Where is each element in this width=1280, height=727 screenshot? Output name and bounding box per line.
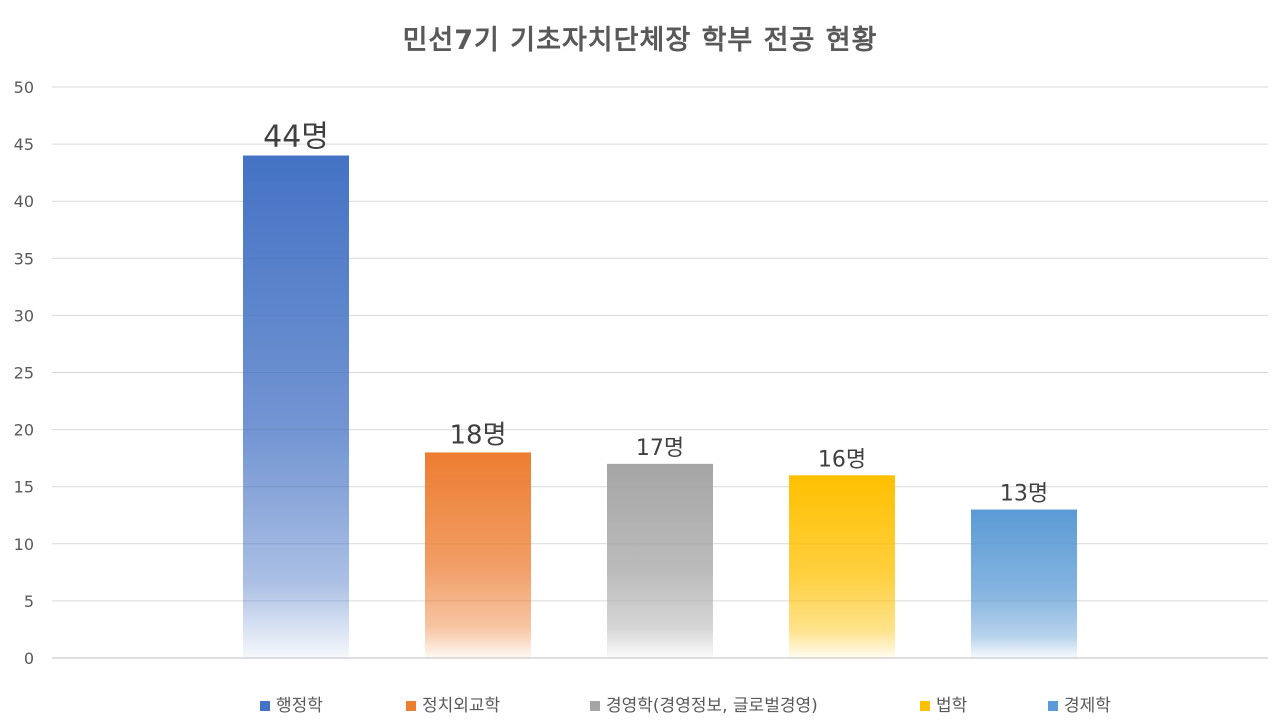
bar bbox=[789, 475, 895, 658]
legend-swatch bbox=[260, 701, 270, 711]
data-label: 17명 bbox=[636, 436, 684, 461]
legend-label: 경영학(경영정보, 글로벌경영) bbox=[606, 696, 818, 716]
bar bbox=[971, 509, 1077, 658]
legend-swatch bbox=[920, 701, 930, 711]
chart-title: 민선7기 기초자치단체장 학부 전공 현황 bbox=[402, 25, 878, 56]
y-tick-label: 30 bbox=[14, 306, 34, 325]
y-tick-label: 50 bbox=[14, 78, 34, 97]
legend-label: 정치외교학 bbox=[422, 696, 501, 716]
y-tick-label: 40 bbox=[14, 192, 34, 211]
bar bbox=[425, 452, 531, 658]
data-label: 44명 bbox=[263, 120, 329, 155]
y-tick-label: 35 bbox=[14, 249, 34, 268]
legend-label: 행정학 bbox=[276, 696, 323, 716]
legend-swatch bbox=[1048, 701, 1058, 711]
y-tick-label: 20 bbox=[14, 421, 34, 440]
y-tick-label: 5 bbox=[24, 592, 34, 611]
y-tick-label: 15 bbox=[14, 478, 34, 497]
y-tick-label: 25 bbox=[14, 364, 34, 383]
data-label: 16명 bbox=[818, 447, 866, 472]
bar bbox=[607, 463, 713, 658]
legend-swatch bbox=[590, 701, 600, 711]
legend-label: 경제학 bbox=[1064, 696, 1111, 716]
y-tick-label: 10 bbox=[14, 535, 34, 554]
data-label: 18명 bbox=[449, 420, 506, 450]
legend-label: 법학 bbox=[936, 696, 968, 716]
y-tick-label: 0 bbox=[24, 649, 34, 668]
legend-swatch bbox=[406, 701, 416, 711]
data-label: 13명 bbox=[1000, 482, 1048, 507]
y-tick-label: 45 bbox=[14, 135, 34, 154]
bar bbox=[243, 155, 349, 658]
